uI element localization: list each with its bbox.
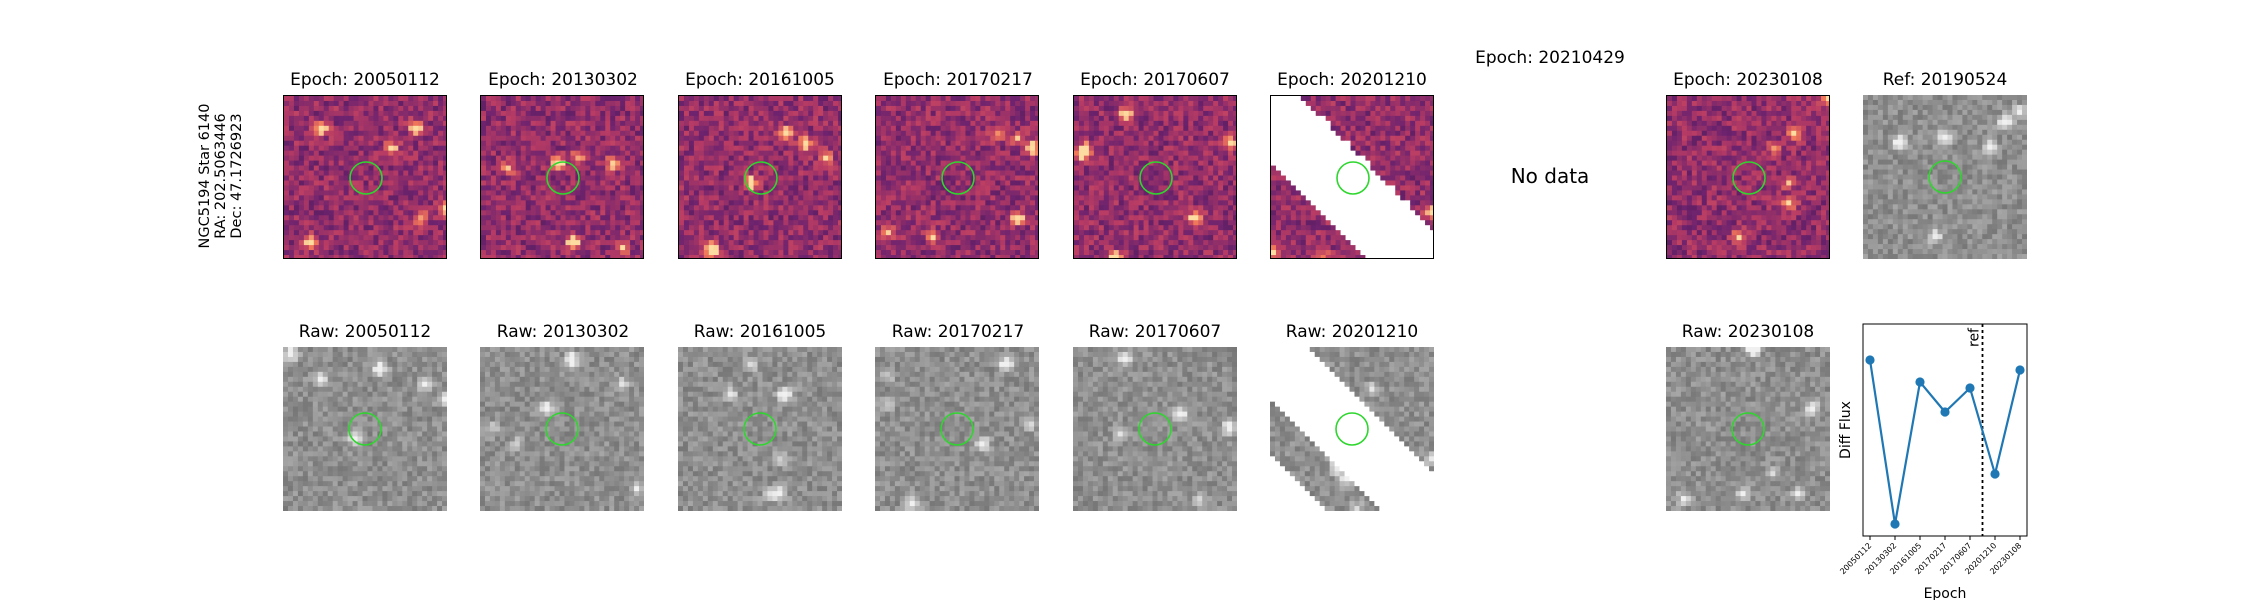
bottom-image-2 bbox=[678, 347, 842, 511]
top-image-1 bbox=[480, 95, 644, 259]
bottom-target-circle-1 bbox=[545, 412, 579, 446]
bottom-title-4: Raw: 20170607 bbox=[1088, 322, 1222, 342]
bottom-target-circle-5 bbox=[1335, 412, 1369, 446]
data-point-4 bbox=[1965, 383, 1975, 393]
bottom-image-0 bbox=[283, 347, 447, 511]
top-image-3 bbox=[875, 95, 1039, 259]
top-target-circle-1 bbox=[546, 161, 580, 195]
top-title-1: Epoch: 20130302 bbox=[488, 70, 638, 90]
bottom-image-1 bbox=[480, 347, 644, 511]
top-title-7: Epoch: 20230108 bbox=[1673, 70, 1823, 90]
bottom-title-2: Raw: 20161005 bbox=[693, 322, 827, 342]
bottom-image-4 bbox=[1073, 347, 1237, 511]
top-title-6: Epoch: 20210429 bbox=[1475, 48, 1625, 68]
top-image-5 bbox=[1270, 95, 1434, 259]
ref-line-label: ref bbox=[1967, 327, 1983, 347]
top-target-circle-4 bbox=[1139, 161, 1173, 195]
bottom-target-circle-7 bbox=[1731, 412, 1765, 446]
top-target-circle-7 bbox=[1732, 161, 1766, 195]
bottom-title-0: Raw: 20050112 bbox=[298, 322, 432, 342]
bottom-target-circle-4 bbox=[1138, 412, 1172, 446]
top-target-circle-8 bbox=[1928, 160, 1962, 194]
bottom-title-7: Raw: 20230108 bbox=[1681, 322, 1815, 342]
data-point-0 bbox=[1865, 355, 1875, 365]
top-target-circle-0 bbox=[349, 161, 383, 195]
top-title-8: Ref: 20190524 bbox=[1882, 70, 2008, 90]
top-image-8 bbox=[1863, 95, 2027, 259]
bottom-target-circle-0 bbox=[348, 412, 382, 446]
bottom-target-circle-2 bbox=[743, 412, 777, 446]
bottom-image-5 bbox=[1270, 347, 1434, 511]
y-axis-label: Diff Flux bbox=[1838, 401, 1854, 459]
top-image-4 bbox=[1073, 95, 1237, 259]
data-point-1 bbox=[1890, 519, 1900, 529]
x-axis-label: Epoch bbox=[1924, 586, 1967, 600]
top-image-2 bbox=[678, 95, 842, 259]
top-target-circle-5 bbox=[1336, 161, 1370, 195]
top-image-7 bbox=[1666, 95, 1830, 259]
bottom-title-5: Raw: 20201210 bbox=[1285, 322, 1419, 342]
top-title-3: Epoch: 20170217 bbox=[883, 70, 1033, 90]
data-point-2 bbox=[1915, 377, 1925, 387]
top-target-circle-3 bbox=[941, 161, 975, 195]
top-title-2: Epoch: 20161005 bbox=[685, 70, 835, 90]
top-title-4: Epoch: 20170607 bbox=[1080, 70, 1230, 90]
data-point-6 bbox=[2015, 365, 2025, 375]
top-title-0: Epoch: 20050112 bbox=[290, 70, 440, 90]
data-point-5 bbox=[1990, 469, 2000, 479]
no-data-label: No data bbox=[1510, 164, 1590, 188]
chart-frame bbox=[1862, 323, 2028, 537]
top-image-0 bbox=[283, 95, 447, 259]
top-target-circle-2 bbox=[744, 161, 778, 195]
data-point-3 bbox=[1940, 407, 1950, 417]
bottom-image-7 bbox=[1666, 347, 1830, 511]
bottom-target-circle-3 bbox=[940, 412, 974, 446]
top-title-5: Epoch: 20201210 bbox=[1277, 70, 1427, 90]
bottom-title-1: Raw: 20130302 bbox=[496, 322, 630, 342]
bottom-image-3 bbox=[875, 347, 1039, 511]
bottom-title-3: Raw: 20170217 bbox=[891, 322, 1025, 342]
series-line bbox=[1868, 359, 2022, 525]
